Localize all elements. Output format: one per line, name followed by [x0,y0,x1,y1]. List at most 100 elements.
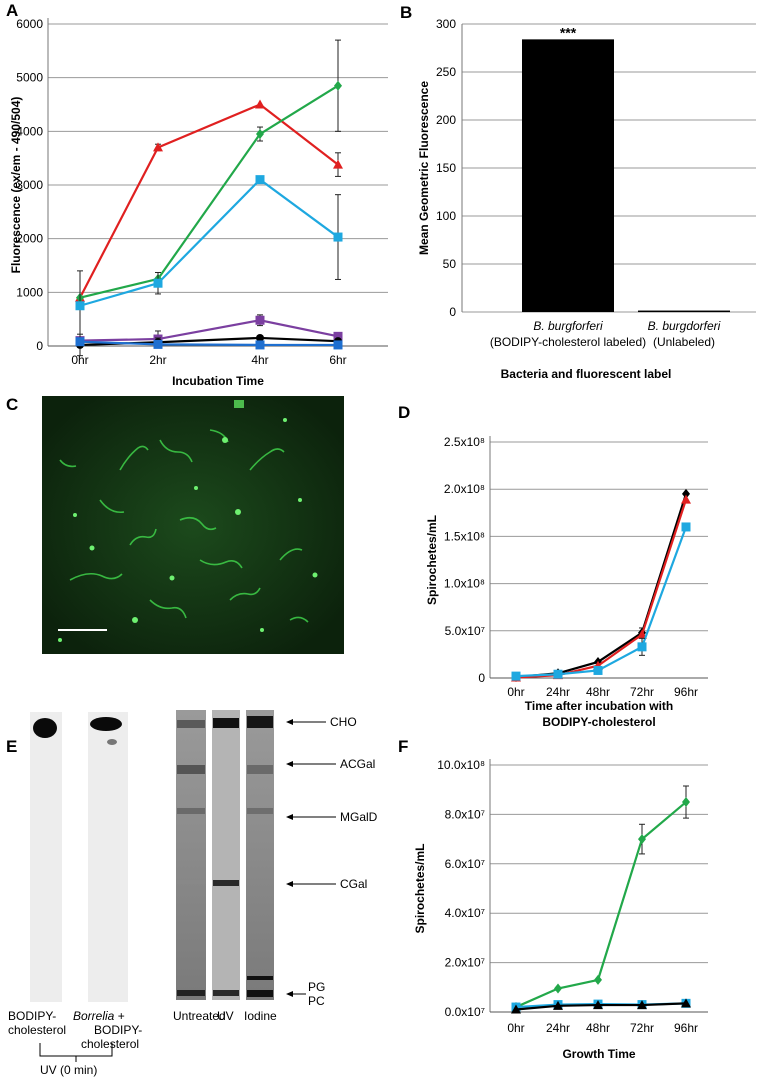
series-line [515,499,688,679]
lane2-line3: cholesterol [81,1037,139,1051]
data-point [553,1000,563,1010]
x-tick-label-2: (BODIPY-cholesterol labeled) [490,335,646,349]
data-point [255,99,265,109]
y-tick-label: 150 [436,161,456,175]
y-tick-label: 0 [449,305,456,319]
y-axis-label: Mean Geometric Fluorescence [417,81,431,255]
series-line [515,526,688,678]
y-tick-label: 6000 [16,17,43,31]
x-tick-label: 48hr [586,1021,610,1035]
data-point [554,983,562,994]
y-tick-label: 6.0x10⁷ [445,857,485,871]
y-axis-label: Spirochetes/mL [413,843,427,933]
series-line [515,493,688,679]
panel-label-d: D [398,403,410,422]
y-tick-label: 2000 [16,232,43,246]
x-tick-label: 2hr [149,353,166,367]
data-point [511,671,521,681]
x-tick-label: 0hr [507,685,524,699]
x-axis-label: Incubation Time [172,374,264,388]
x-tick-label: 96hr [674,685,698,699]
band-mgald-label: MGalD [340,810,378,824]
data-point [333,159,343,169]
y-tick-label: 0 [36,339,43,353]
lane-untreated: Untreated [173,1009,226,1023]
band-pg-label: PG [308,980,325,994]
band-annotations: CHO ACGal MGalD CGal PG PC [286,715,378,1008]
band-cho-label: CHO [330,715,357,729]
band-acgal-label: ACGal [340,757,375,771]
data-point [637,642,647,652]
data-point [682,488,690,499]
x-tick-label: 4hr [251,353,268,367]
data-point [75,337,85,347]
y-tick-label: 0.0x10⁷ [445,1005,485,1019]
band-pc-label: PC [308,994,325,1008]
lane-iodine: Iodine [244,1009,277,1023]
data-point [333,331,343,341]
data-point [334,80,342,91]
lane-uv: UV [217,1009,234,1023]
y-tick-label: 200 [436,113,456,127]
lane2-line2: BODIPY- [94,1023,142,1037]
y-tick-label: 0 [478,671,485,685]
panel-label-a: A [6,1,18,20]
tlc-right-plate [176,710,274,1000]
y-tick-label: 5.0x10⁷ [445,624,485,638]
chart-f-line: 0.0x10⁷ 2.0x10⁷ 4.0x10⁷ 6.0x10⁷ 8.0x10⁷ 10.0x… [413,758,708,1061]
chart-d-line: 0 5.0x10⁷ 1.0x10⁸ 1.5x10⁸ 2.0x10⁸ 2.5x10⁸ 0hr 2… [425,435,708,729]
series-line [79,178,339,307]
y-axis-label: Fluorescence (ex/em - 490/504) [9,97,23,274]
y-tick-label: 100 [436,209,456,223]
data-point [593,1000,603,1010]
data-point [593,665,603,675]
x-axis-label: Growth Time [562,1047,635,1061]
y-tick-label: 2.5x10⁸ [444,435,485,449]
x-tick-label: B. burgdorferi [648,319,721,333]
data-point [682,797,690,808]
chart-a-line: 0 1000 2000 3000 4000 5000 6000 0hr 2hr 4hr 6hr Inc… [9,17,388,388]
y-tick-label: 4000 [16,124,43,138]
x-tick-label: 6hr [329,353,346,367]
panel-label-c: C [6,395,18,414]
data-point [75,301,85,311]
data-point [638,834,646,845]
y-tick-label: 2.0x10⁸ [444,482,485,496]
x-tick-label: 24hr [546,685,570,699]
series-line [515,801,687,1009]
data-point [637,1000,647,1010]
lane2-italic: Borrelia [73,1009,115,1023]
data-point [333,232,343,242]
data-point [255,340,265,350]
y-tick-label: 300 [436,17,456,31]
significance-annotation: *** [560,24,577,40]
x-tick-label-2: (Unlabeled) [653,335,715,349]
x-tick-label: 48hr [586,685,610,699]
tlc-lane-labels: BODIPY- cholesterol Borrelia + BODIPY- c… [8,1009,277,1077]
data-point [153,339,163,349]
y-tick-label: 3000 [16,178,43,192]
micrograph-image [42,396,344,654]
panel-label-f: F [398,737,408,756]
y-tick-label: 250 [436,65,456,79]
data-point [153,278,163,288]
x-tick-label: 72hr [630,685,654,699]
bar [522,39,614,313]
data-point [511,1004,521,1014]
data-point [255,315,265,325]
y-tick-label: 4.0x10⁷ [445,906,485,920]
y-tick-label: 2.0x10⁷ [445,956,485,970]
lane1-line1: BODIPY- [8,1009,56,1023]
data-point [256,129,264,140]
chart-b-bar: 0 50 100 150 200 250 300 B. burgforferi (BODIPY-… [417,17,756,381]
y-tick-label: 1.5x10⁸ [444,529,485,543]
x-tick-label: 0hr [507,1021,524,1035]
data-point [681,494,691,504]
x-tick-label: 72hr [630,1021,654,1035]
panel-label-e: E [6,737,17,756]
y-tick-label: 5000 [16,71,43,85]
data-point [153,142,163,152]
panel-label-b: B [400,3,412,22]
uv-label: UV (0 min) [40,1063,97,1077]
band-cgal-label: CGal [340,877,367,891]
